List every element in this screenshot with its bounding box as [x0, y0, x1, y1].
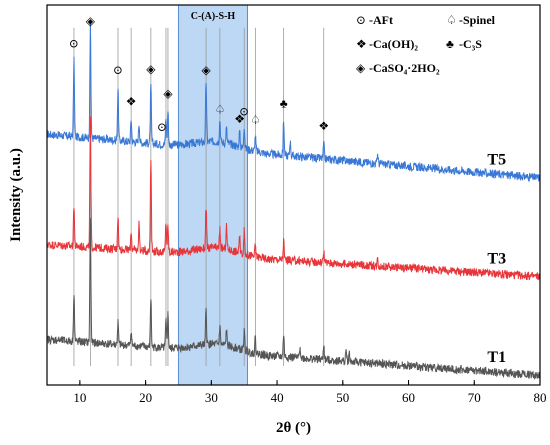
peak-marker: ♤	[250, 113, 261, 127]
legend-symbol: ♣	[446, 37, 454, 51]
x-tick-label: 10	[73, 390, 86, 405]
legend-entry: ◈ -CaSO₄·2HO₂	[356, 61, 440, 75]
peak-marker: ◈	[86, 14, 96, 28]
legend-label: -CaSO₄·2HO₂	[369, 61, 440, 75]
legend-symbol: ♤	[446, 13, 457, 27]
peak-marker: ♣	[280, 97, 288, 111]
peak-marker: ⊙	[157, 120, 167, 134]
peak-marker: ⊙	[239, 105, 249, 119]
series-label-t3: T3	[487, 250, 506, 267]
legend: ⊙ -AFt ♤ -Spinel ❖ -Ca(OH)₂ ♣ -C₃S ◈ -CaSO₄·2HO₂	[356, 13, 496, 75]
reference-lines	[73, 27, 325, 366]
x-tick-label: 40	[271, 390, 284, 405]
legend-entry: ♣ -C₃S	[446, 37, 482, 51]
peak-marker: ❖	[318, 119, 329, 133]
legend-symbol: ❖	[356, 37, 367, 51]
legend-symbol: ⊙	[356, 13, 366, 27]
peak-marker: ❖	[126, 95, 137, 109]
peak-markers: ⊙◈⊙❖◈⊙◈◈♤❖⊙♤♣❖	[69, 14, 329, 134]
legend-label: -AFt	[369, 13, 393, 27]
x-axis-ticks: 10 20 30 40 50 60 70 80	[73, 380, 547, 405]
legend-entry: ❖ -Ca(OH)₂	[356, 37, 418, 51]
legend-entry: ⊙ -AFt	[356, 13, 393, 27]
legend-label: -Ca(OH)₂	[369, 37, 418, 51]
series-line-t3	[46, 116, 541, 281]
legend-label: -Spinel	[459, 13, 496, 27]
c-a-s-h-region	[177, 4, 248, 386]
peak-marker: ⊙	[69, 36, 79, 50]
x-tick-label: 30	[205, 390, 218, 405]
x-tick-label: 70	[468, 390, 481, 405]
series-line-t1	[46, 218, 541, 381]
series-line-t5	[46, 19, 541, 182]
series-label-t5: T5	[487, 152, 506, 169]
plot-frame	[46, 4, 541, 386]
peak-marker: ◈	[163, 86, 173, 100]
series-layer: T5 T3 T1	[46, 19, 541, 381]
series-label-t1: T1	[487, 349, 506, 366]
x-tick-label: 20	[139, 390, 152, 405]
legend-label: -C₃S	[459, 37, 482, 51]
x-axis-label: 2θ (°)	[276, 420, 311, 436]
x-tick-label: 80	[534, 390, 547, 405]
peak-marker: ⊙	[113, 63, 123, 77]
y-axis-label: Intensity (a.u.)	[8, 148, 24, 242]
x-tick-label: 60	[402, 390, 415, 405]
c-a-s-h-label: C-(A)-S-H	[191, 11, 236, 22]
peak-marker: ◈	[201, 63, 211, 77]
peak-marker: ❖	[234, 112, 245, 126]
legend-entry: ♤ -Spinel	[446, 13, 496, 27]
legend-symbol: ◈	[356, 61, 366, 75]
x-tick-label: 50	[336, 390, 349, 405]
peak-marker: ◈	[146, 62, 156, 76]
peak-marker: ♤	[214, 102, 225, 116]
